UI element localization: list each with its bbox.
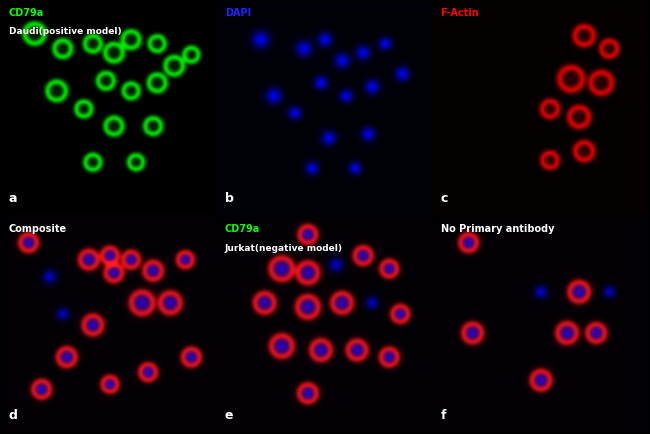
Text: No Primary antibody: No Primary antibody <box>441 224 554 234</box>
Text: b: b <box>225 192 233 205</box>
Text: F-Actin: F-Actin <box>441 8 479 18</box>
Text: f: f <box>441 408 446 421</box>
Text: e: e <box>225 408 233 421</box>
Text: Composite: Composite <box>9 224 67 234</box>
Text: d: d <box>9 408 18 421</box>
Text: Jurkat(negative model): Jurkat(negative model) <box>225 243 343 253</box>
Text: Daudi(positive model): Daudi(positive model) <box>9 27 122 36</box>
Text: DAPI: DAPI <box>225 8 251 18</box>
Text: a: a <box>9 192 18 205</box>
Text: CD79a: CD79a <box>9 8 44 18</box>
Text: c: c <box>441 192 448 205</box>
Text: CD79a: CD79a <box>225 224 260 234</box>
